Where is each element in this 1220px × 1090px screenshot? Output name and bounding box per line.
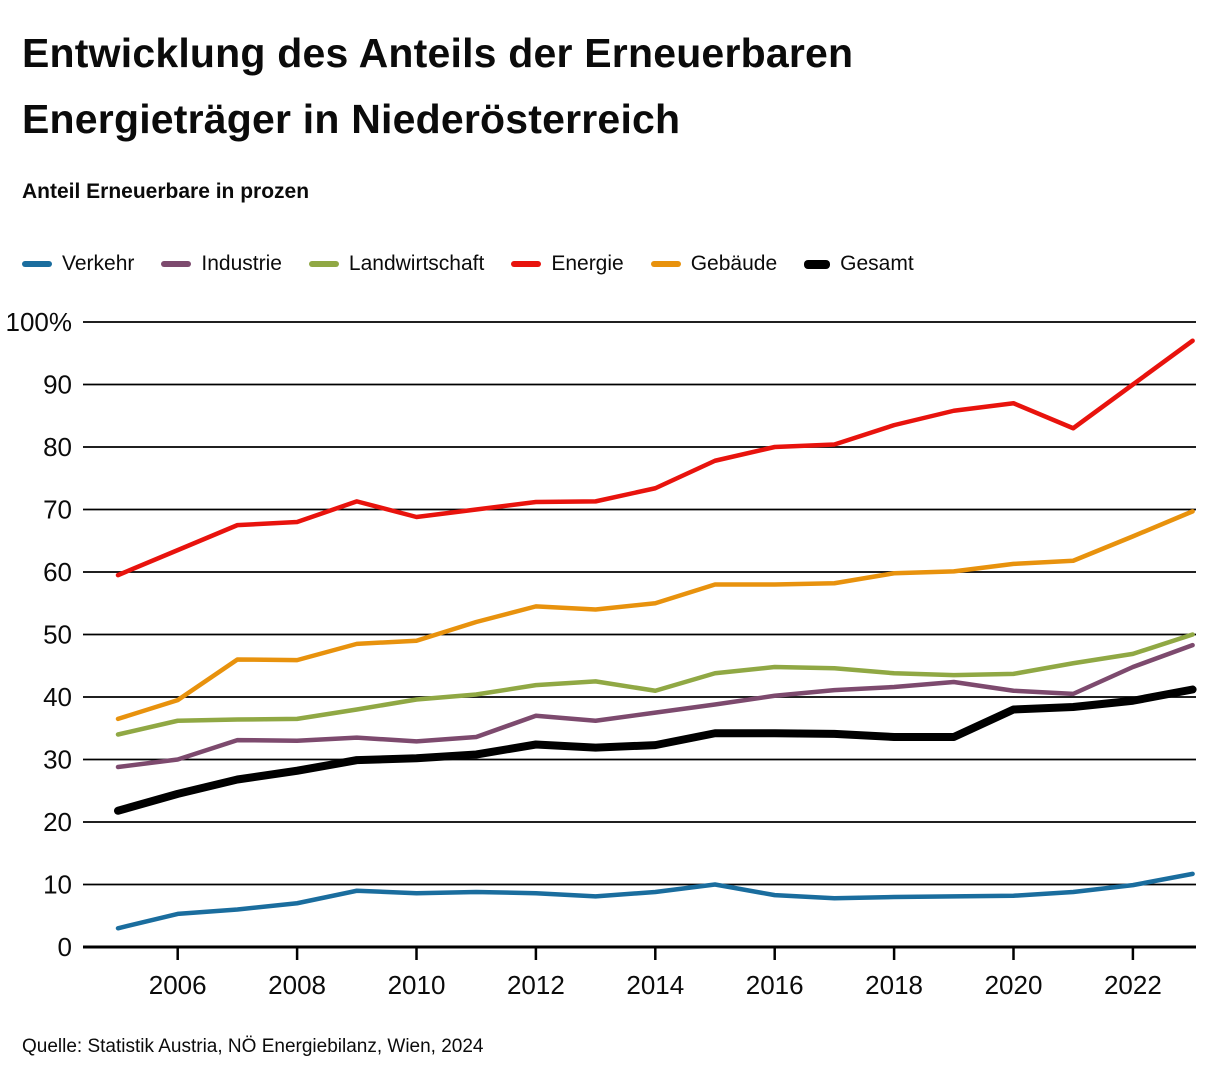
series-line-industrie xyxy=(115,642,1195,770)
legend-item-label: Gebäude xyxy=(690,252,778,275)
source-note: Quelle: Statistik Austria, NÖ Energiebil… xyxy=(22,1036,484,1057)
x-axis-tick-label: 2008 xyxy=(268,970,326,1000)
series-line-gesamt xyxy=(114,685,1197,815)
page-subtitle: Anteil Erneuerbare in prozen xyxy=(22,180,310,203)
legend-item-gesamt: Gesamt xyxy=(804,252,914,276)
legend-swatch-icon xyxy=(650,261,681,267)
x-axis-tick-label: 2010 xyxy=(388,970,446,1000)
x-axis-tick-label: 2012 xyxy=(507,970,565,1000)
x-axis-tick-label: 2006 xyxy=(149,970,207,1000)
x-axis-tick-label: 2020 xyxy=(985,970,1043,1000)
legend-item-landwirtschaft: Landwirtschaft xyxy=(308,252,485,276)
x-axis-tick-label: 2014 xyxy=(626,970,684,1000)
y-axis-tick-label: 100% xyxy=(6,307,73,337)
legend-item-label: Verkehr xyxy=(62,252,135,275)
legend-item-verkehr: Verkehr xyxy=(22,252,134,276)
x-axis-tick-label: 2016 xyxy=(746,970,804,1000)
y-axis-tick-label: 70 xyxy=(43,495,72,525)
y-axis-tick-label: 60 xyxy=(43,557,72,587)
chart-area: 100% 90 80 70 60 50 40 30 20 10 0 2006 2008 2010 2012 2… xyxy=(0,300,1220,1010)
legend-item-industrie: Industrie xyxy=(161,252,282,276)
y-axis-tick-label: 20 xyxy=(43,807,72,837)
y-axis-tick-label: 30 xyxy=(43,745,72,775)
y-axis-tick-label: 80 xyxy=(43,432,72,462)
legend-item-gebäude: Gebäude xyxy=(650,252,778,276)
legend-item-label: Energie xyxy=(551,252,624,275)
series-line-gebäude xyxy=(115,509,1195,722)
legend-swatch-icon xyxy=(161,261,192,267)
legend: Verkehr Industrie Landwirtschaft Energie Geb… xyxy=(22,252,914,276)
legend-swatch-icon xyxy=(804,259,831,269)
x-axis-tick-label: 2022 xyxy=(1104,970,1162,1000)
page-title: Entwicklung des Anteils der Erneuerbaren… xyxy=(22,30,854,143)
y-axis-tick-label: 10 xyxy=(43,870,72,900)
y-axis-tick-label: 90 xyxy=(43,370,72,400)
legend-item-label: Industrie xyxy=(201,252,282,275)
series-line-landwirtschaft xyxy=(115,632,1195,737)
y-axis-tick-label: 40 xyxy=(43,682,72,712)
series-line-energie xyxy=(115,338,1195,578)
legend-item-label: Gesamt xyxy=(840,252,914,275)
legend-swatch-icon xyxy=(22,261,52,267)
legend-swatch-icon xyxy=(308,261,339,267)
y-axis-tick-label: 0 xyxy=(58,932,72,962)
y-axis-tick-label: 50 xyxy=(43,620,72,650)
series-line-verkehr xyxy=(115,871,1195,931)
legend-item-energie: Energie xyxy=(511,252,624,276)
x-axis-tick-label: 2018 xyxy=(865,970,923,1000)
legend-item-label: Landwirtschaft xyxy=(348,252,485,275)
legend-swatch-icon xyxy=(511,261,542,267)
